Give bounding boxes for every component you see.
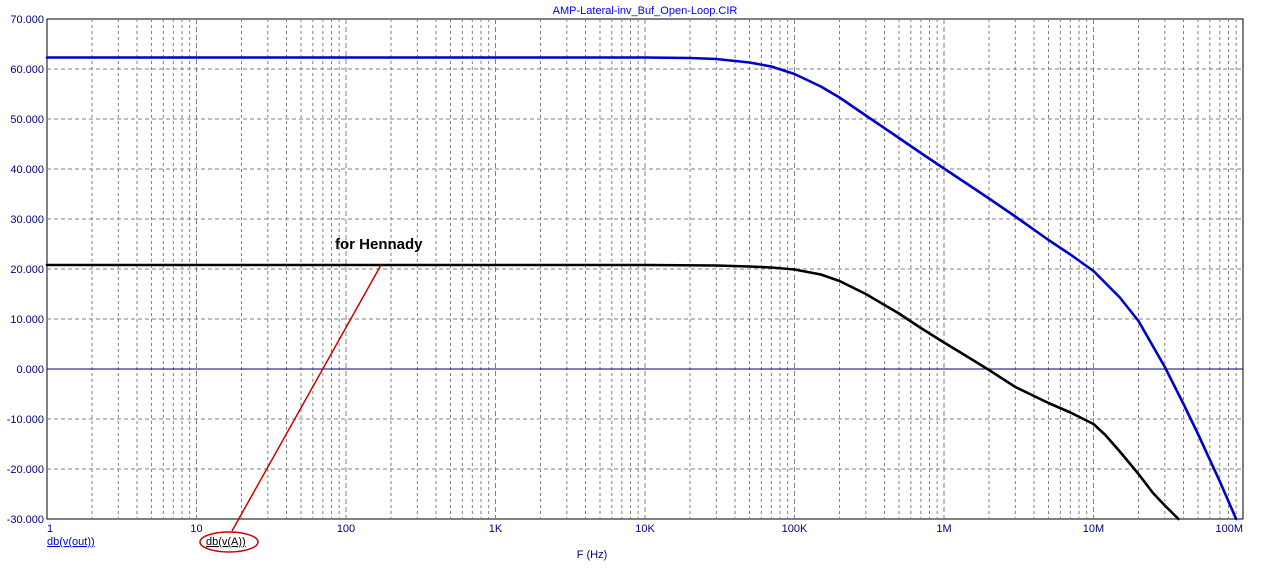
x-tick-label: 100K xyxy=(782,523,808,535)
annotation-pointer-line xyxy=(231,264,382,532)
y-tick-label: 30.000 xyxy=(10,214,44,226)
x-tick-label: 100M xyxy=(1215,523,1243,535)
y-tick-label: 40.000 xyxy=(10,164,44,176)
y-tick-label: 60.000 xyxy=(10,64,44,76)
legend-entry-a[interactable]: db(v(A)) xyxy=(206,536,246,548)
legend-entry-out[interactable]: db(v(out)) xyxy=(47,536,95,548)
legend-highlight-ellipse xyxy=(199,531,259,553)
x-tick-label: 10K xyxy=(635,523,655,535)
y-tick-label: 10.000 xyxy=(10,314,44,326)
y-tick-label: 0.000 xyxy=(16,364,44,376)
x-tick-label: 1K xyxy=(489,523,503,535)
series-layer xyxy=(45,56,1238,521)
y-tick-label: 70.000 xyxy=(10,14,44,26)
y-tick-label: -10.000 xyxy=(7,414,44,426)
y-tick-label: 50.000 xyxy=(10,114,44,126)
x-tick-label: 1M xyxy=(936,523,951,535)
y-tick-label: 20.000 xyxy=(10,264,44,276)
x-axis-label: F (Hz) xyxy=(577,549,608,561)
y-tick-label: -20.000 xyxy=(7,464,44,476)
y-tick-label: -30.000 xyxy=(7,514,44,526)
x-tick-label: 1 xyxy=(47,523,53,535)
y-axis-ticks: 70.000 60.000 50.000 40.000 30.000 20.000 10.0… xyxy=(7,14,44,526)
x-tick-label: 10 xyxy=(190,523,202,535)
x-axis-ticks: 1 10 100 1K 10K 100K 1M 10M 100M xyxy=(47,523,1243,535)
x-tick-label: 10M xyxy=(1083,523,1104,535)
chart-title: AMP-Lateral-inv_Buf_Open-Loop.CIR xyxy=(553,5,738,17)
x-tick-label: 100 xyxy=(337,523,355,535)
annotation-text: for Hennady xyxy=(335,236,423,253)
series-line-a xyxy=(45,263,1180,521)
series-line-out xyxy=(45,56,1238,521)
grid xyxy=(47,19,1243,519)
